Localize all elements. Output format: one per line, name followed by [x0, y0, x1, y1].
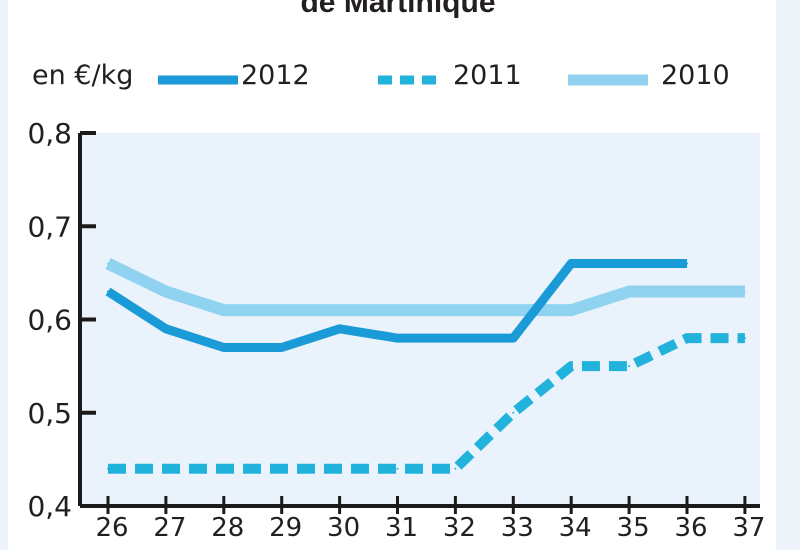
data-point-2012 — [222, 346, 225, 349]
chart-title: de Martinique — [300, 0, 496, 19]
y-tick-label: 0,7 — [27, 210, 72, 243]
data-point-2012 — [280, 346, 283, 349]
x-tick-label: 37 — [732, 513, 765, 543]
legend-label-2012: 2012 — [241, 60, 310, 91]
data-point-2010 — [396, 309, 399, 312]
data-point-2010 — [628, 290, 631, 293]
data-point-2011 — [164, 467, 167, 470]
data-point-2012 — [454, 337, 457, 340]
data-point-2012 — [396, 337, 399, 340]
series-line-2010 — [105, 258, 745, 317]
data-point-2010 — [686, 290, 688, 293]
legend-label-2011: 2011 — [453, 60, 522, 91]
data-point-2011 — [570, 365, 573, 368]
data-point-2011 — [743, 337, 746, 340]
y-tick-label: 0,4 — [27, 490, 72, 523]
data-point-2010 — [338, 309, 341, 312]
y-axis-unit-label: en €/kg — [32, 60, 134, 91]
data-point-2011 — [628, 365, 631, 368]
legend-swatch-2012 — [158, 75, 238, 85]
data-point-2010 — [280, 309, 283, 312]
data-point-2010 — [743, 290, 746, 293]
data-point-2010 — [570, 309, 573, 312]
data-point-2011 — [280, 467, 283, 470]
data-point-2011 — [686, 337, 688, 340]
legend-label-2010: 2010 — [661, 60, 730, 91]
data-point-2012 — [107, 290, 109, 293]
data-point-2012 — [164, 327, 167, 330]
legend-swatch-2010 — [568, 74, 648, 86]
x-tick-label: 34 — [559, 513, 592, 543]
y-tick-label: 0,5 — [27, 397, 72, 430]
x-tick-label: 31 — [385, 513, 418, 543]
data-point-2011 — [222, 467, 225, 470]
x-tick-label: 29 — [269, 513, 302, 543]
data-point-2010 — [454, 309, 457, 312]
x-tick-label: 35 — [617, 513, 650, 543]
data-point-2010 — [222, 309, 225, 312]
y-tick-label: 0,8 — [27, 117, 72, 150]
data-point-2011 — [454, 467, 457, 470]
y-tick-label: 0,6 — [27, 304, 72, 337]
plot-area — [80, 133, 760, 506]
data-point-2010 — [164, 290, 167, 293]
chart-panel: de Martinique en €/kg 2012 2011 2010 0,4… — [8, 0, 776, 550]
data-point-2010 — [512, 309, 515, 312]
data-point-2011 — [396, 467, 399, 470]
data-point-2011 — [107, 467, 109, 470]
x-tick-label: 33 — [501, 513, 534, 543]
x-tick-label: 30 — [327, 513, 360, 543]
data-point-2012 — [628, 262, 631, 265]
x-tick-label: 26 — [95, 513, 128, 543]
data-point-2010 — [107, 262, 109, 265]
x-tick-label: 32 — [443, 513, 476, 543]
legend-swatch-2011 — [378, 75, 440, 85]
series-line-2011 — [108, 333, 745, 474]
data-point-2012 — [338, 327, 341, 330]
x-tick-label: 27 — [153, 513, 186, 543]
data-point-2012 — [686, 262, 688, 265]
data-point-2011 — [338, 467, 341, 470]
data-point-2011 — [512, 411, 515, 414]
x-tick-label: 28 — [211, 513, 244, 543]
line-chart: 0,4 0,5 0,6 0,7 0,8 26 27 28 29 30 31 32 33 34 35 36 37 — [27, 117, 765, 543]
data-point-2012 — [570, 262, 573, 265]
data-point-2012 — [512, 337, 515, 340]
x-tick-label: 36 — [674, 513, 707, 543]
